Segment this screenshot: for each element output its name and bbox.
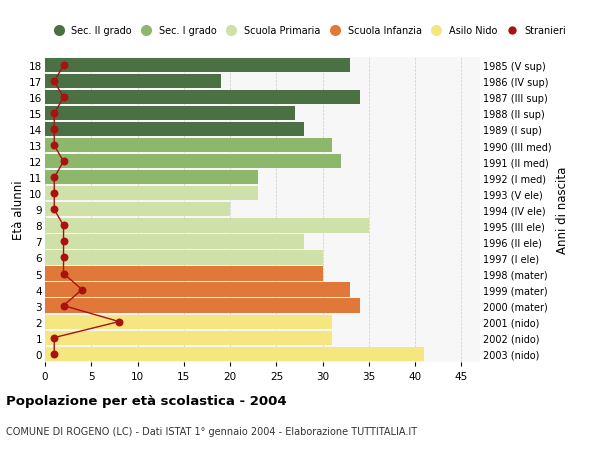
Bar <box>45 91 359 105</box>
Point <box>59 62 68 70</box>
Bar <box>45 235 304 249</box>
Text: Popolazione per età scolastica - 2004: Popolazione per età scolastica - 2004 <box>6 394 287 407</box>
Bar <box>45 251 323 265</box>
Text: COMUNE DI ROGENO (LC) - Dati ISTAT 1° gennaio 2004 - Elaborazione TUTTITALIA.IT: COMUNE DI ROGENO (LC) - Dati ISTAT 1° ge… <box>6 426 417 436</box>
Point <box>49 174 59 182</box>
Point <box>49 142 59 150</box>
Bar <box>45 203 230 217</box>
Bar <box>45 155 341 169</box>
Bar <box>45 331 332 345</box>
Point <box>49 190 59 198</box>
Legend: Sec. II grado, Sec. I grado, Scuola Primaria, Scuola Infanzia, Asilo Nido, Stran: Sec. II grado, Sec. I grado, Scuola Prim… <box>45 22 570 40</box>
Bar <box>45 347 424 361</box>
Bar <box>45 139 332 153</box>
Point <box>49 350 59 358</box>
Y-axis label: Età alunni: Età alunni <box>12 180 25 240</box>
Bar <box>45 299 359 313</box>
Bar <box>45 187 258 201</box>
Point <box>59 222 68 230</box>
Bar <box>45 75 221 89</box>
Point <box>49 334 59 341</box>
Bar <box>45 123 304 137</box>
Bar <box>45 315 332 329</box>
Point <box>59 270 68 278</box>
Bar <box>45 171 258 185</box>
Point <box>59 238 68 246</box>
Point <box>59 158 68 166</box>
Bar <box>45 59 350 73</box>
Y-axis label: Anni di nascita: Anni di nascita <box>556 167 569 253</box>
Point <box>49 111 59 118</box>
Point <box>59 95 68 102</box>
Bar <box>45 267 323 281</box>
Point <box>114 318 124 325</box>
Bar <box>45 219 369 233</box>
Bar <box>45 107 295 121</box>
Point <box>49 78 59 86</box>
Bar <box>45 283 350 297</box>
Point <box>59 302 68 309</box>
Point <box>59 254 68 262</box>
Point <box>49 207 59 214</box>
Point <box>77 286 87 294</box>
Point <box>49 126 59 134</box>
